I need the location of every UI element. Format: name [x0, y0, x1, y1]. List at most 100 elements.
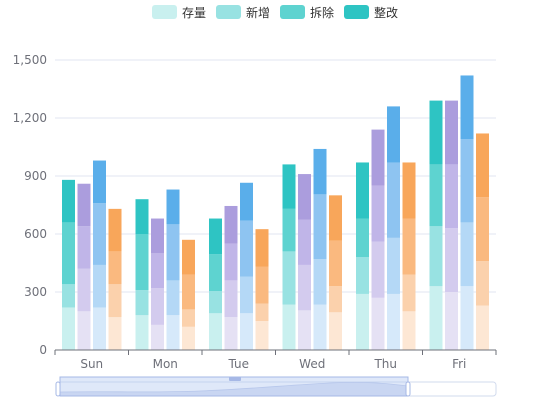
bar-segment[interactable]: [166, 189, 180, 225]
bar-segment[interactable]: [445, 164, 458, 229]
bar-segment[interactable]: [429, 226, 443, 287]
bar-segment[interactable]: [108, 284, 122, 318]
bar-segment[interactable]: [93, 203, 106, 265]
bar-segment[interactable]: [298, 219, 311, 265]
bar-segment[interactable]: [135, 234, 149, 291]
legend-swatch[interactable]: [216, 5, 241, 19]
bar-segment[interactable]: [135, 199, 149, 234]
bar-segment[interactable]: [240, 220, 253, 277]
bar-segment[interactable]: [151, 253, 164, 289]
bar-segment[interactable]: [356, 218, 369, 258]
bar-segment[interactable]: [108, 317, 122, 350]
bar-segment[interactable]: [298, 174, 311, 220]
bar-segment[interactable]: [313, 148, 327, 195]
bar-segment[interactable]: [182, 274, 195, 310]
bar-segment[interactable]: [255, 229, 269, 267]
legend-label[interactable]: 存量: [182, 6, 206, 20]
bar-segment[interactable]: [108, 208, 122, 252]
bar-segment[interactable]: [93, 307, 106, 350]
bar-segment[interactable]: [77, 268, 91, 312]
bar-segment[interactable]: [135, 290, 149, 316]
bar-segment[interactable]: [356, 293, 369, 350]
bar-segment[interactable]: [108, 251, 122, 285]
bar-segment[interactable]: [445, 228, 458, 292]
bar-segment[interactable]: [371, 185, 385, 242]
zoom-left-handle[interactable]: [55, 381, 61, 397]
bar-segment[interactable]: [224, 205, 238, 244]
legend-swatch[interactable]: [152, 5, 177, 19]
bar-segment[interactable]: [387, 106, 400, 163]
bar-segment[interactable]: [460, 139, 474, 223]
bar-segment[interactable]: [282, 164, 296, 209]
bar-segment[interactable]: [282, 304, 296, 350]
bar-segment[interactable]: [476, 197, 489, 262]
bar-segment[interactable]: [151, 324, 164, 350]
bar-segment[interactable]: [387, 293, 400, 350]
bar-segment[interactable]: [445, 292, 458, 350]
bar-segment[interactable]: [476, 133, 489, 198]
bar-segment[interactable]: [255, 321, 269, 350]
legend-label[interactable]: 整改: [374, 5, 398, 20]
bar-segment[interactable]: [298, 264, 311, 311]
bar-segment[interactable]: [135, 315, 149, 350]
bar-segment[interactable]: [282, 208, 296, 252]
bar-segment[interactable]: [282, 251, 296, 305]
bar-segment[interactable]: [151, 288, 164, 325]
bar-segment[interactable]: [371, 241, 385, 298]
legend-label[interactable]: 新增: [246, 5, 270, 20]
bar-segment[interactable]: [209, 218, 222, 255]
zoom-right-handle[interactable]: [405, 381, 411, 397]
bar-segment[interactable]: [166, 280, 180, 316]
bar-segment[interactable]: [329, 240, 342, 287]
bar-segment[interactable]: [77, 311, 91, 350]
bar-segment[interactable]: [356, 162, 369, 219]
legend-swatch[interactable]: [344, 5, 369, 19]
bar-segment[interactable]: [329, 312, 342, 350]
bar-segment[interactable]: [151, 218, 164, 254]
bar-segment[interactable]: [313, 304, 327, 350]
bar-segment[interactable]: [429, 286, 443, 350]
bar-segment[interactable]: [429, 164, 443, 227]
bar-segment[interactable]: [371, 129, 385, 186]
bar-segment[interactable]: [182, 326, 195, 350]
bar-segment[interactable]: [224, 243, 238, 281]
bar-segment[interactable]: [209, 254, 222, 292]
data-zoom-slider[interactable]: [55, 376, 497, 397]
bar-segment[interactable]: [240, 276, 253, 314]
bar-segment[interactable]: [255, 266, 269, 304]
bar-segment[interactable]: [93, 160, 106, 204]
bar-segment[interactable]: [166, 224, 180, 281]
bar-segment[interactable]: [429, 100, 443, 165]
bar-segment[interactable]: [255, 303, 269, 321]
bar-segment[interactable]: [182, 309, 195, 327]
bar-segment[interactable]: [224, 280, 238, 318]
bar-segment[interactable]: [182, 239, 195, 275]
bar-segment[interactable]: [77, 226, 91, 269]
bar-segment[interactable]: [209, 291, 222, 314]
bar-segment[interactable]: [240, 313, 253, 350]
bar-segment[interactable]: [93, 264, 106, 308]
bar-segment[interactable]: [77, 183, 91, 227]
bar-segment[interactable]: [313, 194, 327, 260]
bar-segment[interactable]: [209, 313, 222, 350]
bar-segment[interactable]: [329, 286, 342, 313]
bar-segment[interactable]: [298, 310, 311, 350]
bar-segment[interactable]: [460, 75, 474, 140]
bar-segment[interactable]: [313, 259, 327, 305]
bar-segment[interactable]: [166, 315, 180, 350]
bar-segment[interactable]: [402, 218, 416, 275]
bar-segment[interactable]: [371, 297, 385, 350]
bar-segment[interactable]: [445, 100, 458, 165]
bar-segment[interactable]: [476, 261, 489, 306]
bar-segment[interactable]: [402, 274, 416, 312]
bar-segment[interactable]: [387, 237, 400, 294]
zoom-move-handle[interactable]: [229, 377, 241, 381]
bar-segment[interactable]: [62, 179, 75, 223]
bar-segment[interactable]: [329, 195, 342, 241]
bar-segment[interactable]: [387, 162, 400, 238]
bar-segment[interactable]: [240, 182, 253, 221]
bar-segment[interactable]: [476, 305, 489, 350]
bar-segment[interactable]: [224, 317, 238, 350]
bar-segment[interactable]: [62, 222, 75, 285]
bar-segment[interactable]: [460, 222, 474, 287]
